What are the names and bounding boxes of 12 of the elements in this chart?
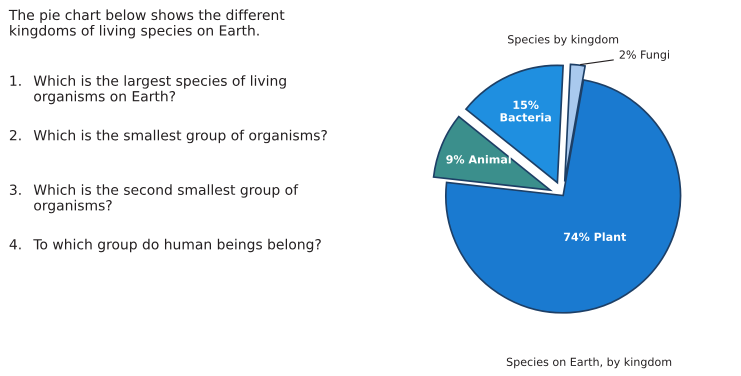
text: 3. Which is the second smallest group of organisms? bbox=[10, 184, 298, 214]
slice-label: 74% Plant bbox=[564, 232, 626, 242]
text: 4. To which group do human beings belong? bbox=[10, 238, 321, 252]
text: 2. Which is the smallest group of organisms? bbox=[10, 130, 327, 144]
text: 1. Which is the largest species of living organisms on Earth? bbox=[10, 75, 286, 104]
text: The pie chart below shows the different kingdoms of living species on Earth. bbox=[8, 9, 284, 38]
slice-label: 2% Fungi bbox=[620, 50, 669, 61]
slice-label: 9% Animal bbox=[446, 154, 511, 164]
chart-title: Species by kingdom bbox=[508, 34, 618, 46]
text: Species on Earth, by kingdom bbox=[506, 357, 672, 368]
slice-label: Bacteria bbox=[500, 112, 551, 122]
data-label: 15% bbox=[514, 100, 539, 110]
